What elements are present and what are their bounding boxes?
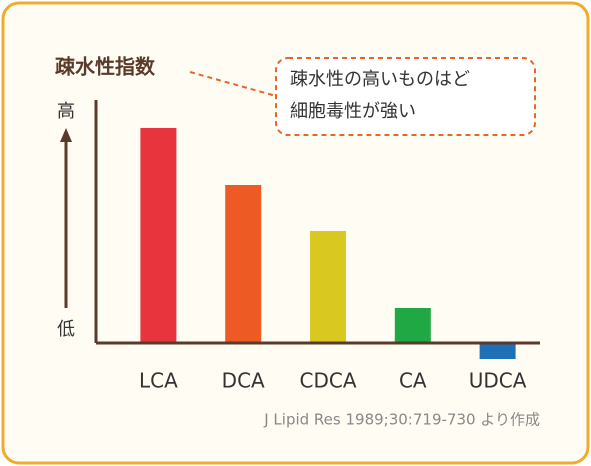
x-tick-label: UDCA (469, 369, 527, 393)
source-note: J Lipid Res 1989;30:719-730 より作成 (263, 411, 540, 429)
y-high-label: 高 (57, 101, 75, 122)
bar (479, 343, 516, 359)
x-tick-label: CDCA (299, 369, 356, 393)
arrow-head (60, 128, 72, 142)
chart-title: 疎水性指数 (55, 55, 156, 79)
x-tick-label: DCA (222, 369, 265, 393)
callout-text: 疎水性の高いものはど (290, 69, 470, 90)
bar (140, 128, 177, 343)
y-low-label: 低 (57, 319, 75, 340)
bar (310, 231, 346, 343)
x-tick-label: LCA (139, 369, 178, 393)
bar (225, 185, 262, 343)
callout-text: 細胞毒性が強い (290, 101, 416, 122)
callout-connector (189, 71, 277, 97)
callout-box (275, 57, 536, 136)
x-tick-label: CA (399, 369, 427, 393)
bar (394, 308, 431, 343)
